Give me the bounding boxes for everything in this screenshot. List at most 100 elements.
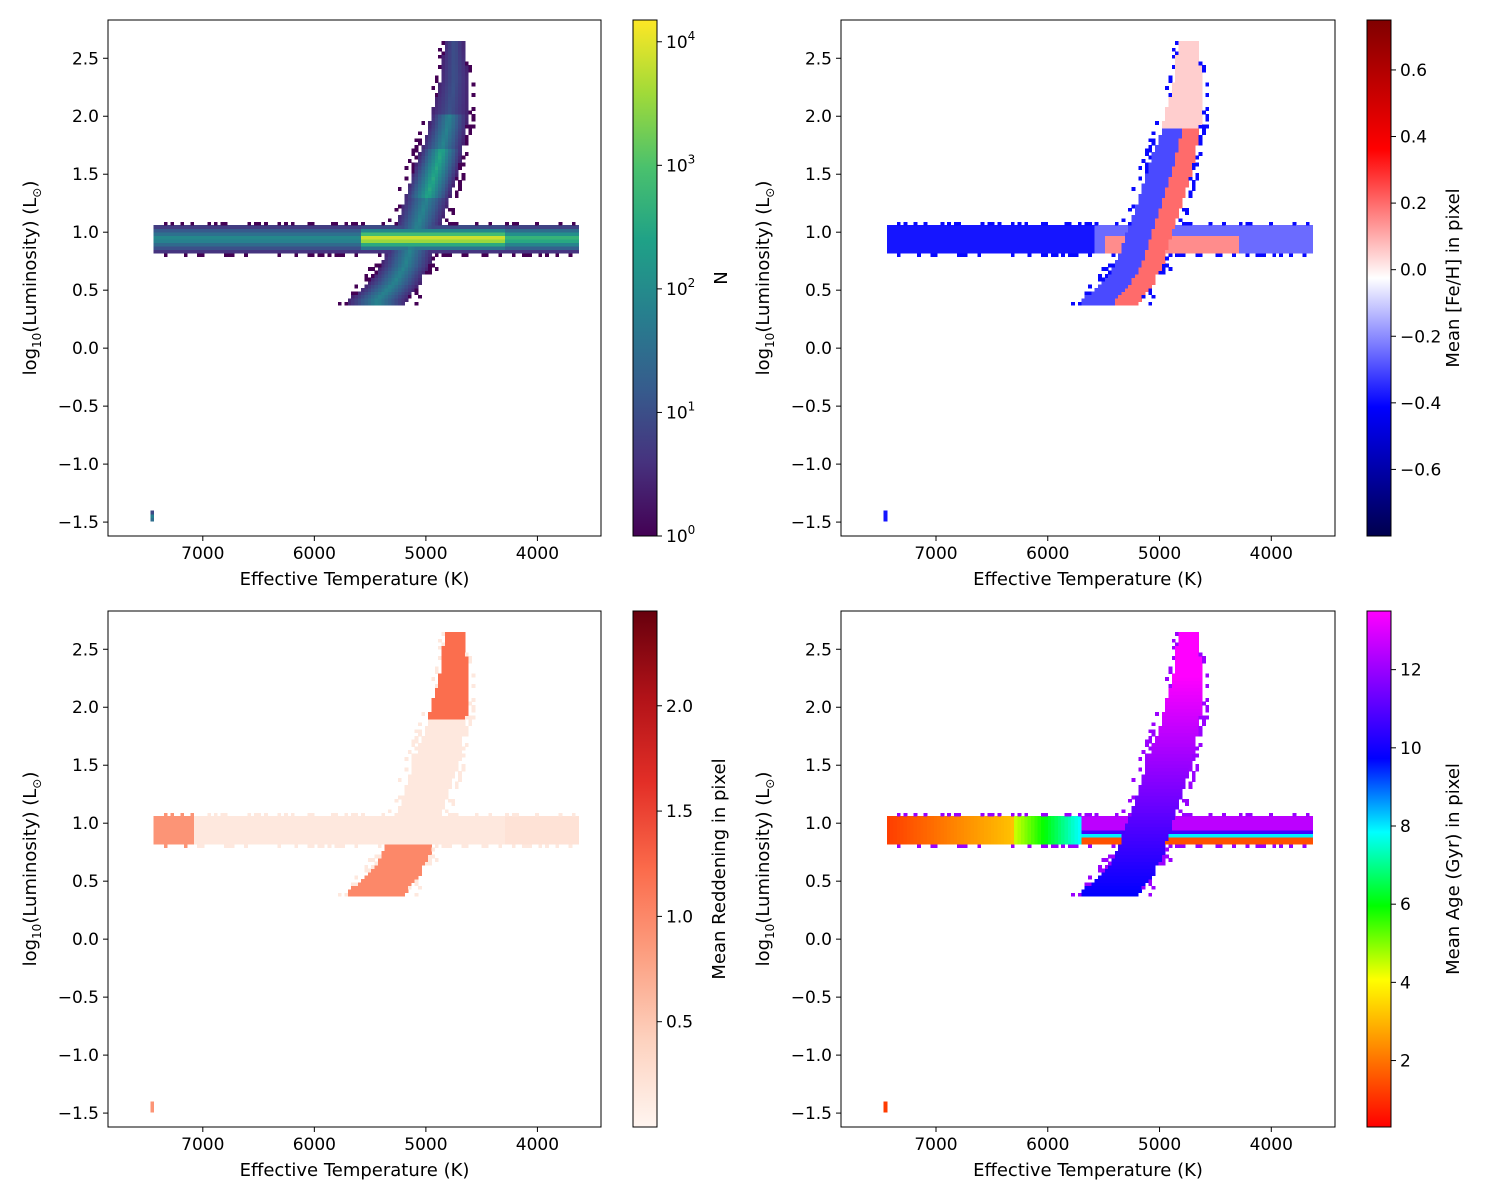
heatmap-cell	[404, 767, 409, 772]
heatmap-cell	[1289, 242, 1293, 247]
heatmap-cell	[210, 242, 215, 247]
heatmap-cell	[1181, 239, 1186, 244]
heatmap-cell	[384, 246, 389, 250]
heatmap-cell	[394, 267, 399, 271]
heatmap-cell	[367, 823, 372, 828]
heatmap-cell	[317, 844, 322, 848]
heatmap-cell	[890, 242, 894, 247]
heatmap-cell	[1104, 287, 1109, 292]
heatmap-cell	[1148, 221, 1153, 226]
heatmap-cell	[394, 273, 399, 278]
heatmap-cell	[461, 228, 466, 233]
heatmap-cell	[344, 840, 349, 845]
heatmap-cell	[247, 246, 252, 250]
heatmap-cell	[444, 124, 449, 129]
heatmap-cell	[1057, 249, 1062, 254]
heatmap-cell	[1141, 280, 1146, 285]
heatmap-cell	[977, 235, 982, 240]
heatmap-cell	[424, 187, 429, 191]
heatmap-cell	[384, 291, 389, 296]
heatmap-cell	[441, 107, 446, 111]
heatmap-cell	[264, 812, 268, 817]
heatmap-cell	[1185, 148, 1189, 153]
heatmap-cell	[334, 221, 339, 226]
heatmap-cell	[1205, 239, 1210, 244]
heatmap-cell	[444, 61, 449, 66]
heatmap-cell	[1155, 200, 1159, 205]
heatmap-cell	[240, 819, 245, 824]
heatmap-cell	[314, 225, 318, 230]
heatmap-cell	[458, 65, 462, 70]
heatmap-cell	[230, 246, 235, 250]
heatmap-cell	[257, 225, 262, 230]
colorbar-tick-base: 10	[666, 403, 688, 423]
heatmap-cell	[1128, 235, 1132, 240]
heatmap-cell	[448, 253, 452, 257]
heatmap-cell	[1101, 225, 1106, 230]
heatmap-cell	[1124, 301, 1129, 306]
heatmap-cell	[230, 239, 235, 244]
heatmap-cell	[314, 235, 318, 240]
heatmap-cell	[381, 232, 385, 237]
heatmap-cell	[458, 120, 462, 125]
heatmap-cell	[1031, 249, 1035, 254]
heatmap-cell	[431, 141, 436, 146]
heatmap-cell	[1191, 138, 1196, 143]
heatmap-cell	[321, 819, 325, 824]
heatmap-cell	[431, 110, 436, 115]
heatmap-cell	[327, 239, 332, 244]
heatmap-cell	[1188, 225, 1193, 230]
heatmap-cell	[388, 864, 392, 869]
heatmap-cell	[551, 235, 556, 240]
heatmap-cell	[404, 791, 409, 796]
heatmap-cell	[454, 100, 459, 104]
heatmap-cell	[287, 826, 292, 831]
heatmap-cell	[444, 127, 449, 132]
heatmap-cell	[414, 214, 419, 219]
heatmap-cell	[461, 54, 466, 59]
heatmap-cell	[418, 176, 422, 181]
heatmap-cell	[203, 833, 208, 838]
heatmap-cell	[230, 844, 235, 848]
heatmap-cell	[1228, 228, 1233, 233]
heatmap-cell	[421, 162, 426, 167]
heatmap-cell	[1208, 228, 1213, 233]
heatmap-cell	[371, 878, 375, 883]
heatmap-cell	[284, 819, 288, 824]
heatmap-cell	[153, 833, 158, 838]
heatmap-cell	[508, 242, 513, 247]
heatmap-cell	[1212, 228, 1216, 233]
heatmap-cell	[1188, 68, 1193, 73]
heatmap-cell	[414, 232, 419, 237]
heatmap-cell	[501, 239, 506, 244]
heatmap-cell	[354, 882, 359, 887]
heatmap-cell	[367, 277, 372, 282]
heatmap-cell	[1101, 235, 1106, 240]
heatmap-cell	[1275, 235, 1280, 240]
heatmap-cell	[1051, 225, 1055, 230]
heatmap-cell	[401, 795, 405, 800]
heatmap-cell	[414, 218, 419, 223]
heatmap-cell	[284, 830, 288, 835]
heatmap-cell	[1161, 169, 1166, 174]
heatmap-cell	[408, 830, 412, 835]
heatmap-cell	[1191, 134, 1196, 139]
heatmap-cell	[197, 239, 201, 244]
heatmap-cell	[994, 228, 998, 233]
heatmap-cell	[1000, 228, 1005, 233]
heatmap-cell	[1185, 159, 1189, 163]
heatmap-cell	[388, 826, 392, 831]
heatmap-cell	[1171, 207, 1176, 212]
heatmap-cell	[384, 235, 389, 240]
heatmap-cell	[1175, 138, 1179, 143]
heatmap-cell	[421, 260, 426, 264]
heatmap-cell	[1118, 277, 1122, 282]
heatmap-cell	[1188, 228, 1193, 233]
y-tick-label: 0.0	[805, 339, 832, 359]
heatmap-cell	[1034, 235, 1039, 240]
heatmap-cell	[401, 291, 405, 296]
heatmap-cell	[418, 260, 422, 264]
heatmap-cell	[1124, 232, 1129, 237]
heatmap-cell	[1111, 280, 1116, 285]
heatmap-cell	[371, 277, 375, 282]
